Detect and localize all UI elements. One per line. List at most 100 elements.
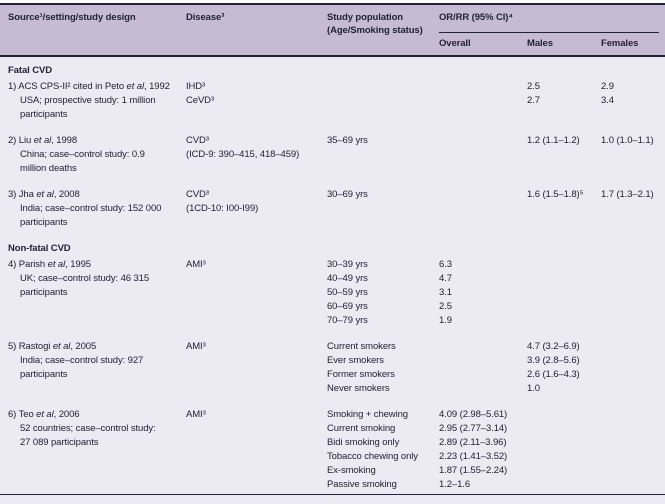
citation-pre: 4) Parish [8, 259, 48, 270]
cell-line: 30–39 yrs [327, 259, 368, 270]
table-body: Fatal CVD 1) ACS CPS-II² cited in Peto e… [0, 57, 665, 492]
cell-line: CVD³ [186, 135, 209, 146]
cell-line: 2.5 [439, 301, 452, 312]
males-cell: 4.7 (3.2–6.9) 3.9 (2.8–5.6) 2.6 (1.6–4.3) 1… [527, 340, 601, 396]
males-cell: 1.6 (1.5–1.8)⁵ [527, 188, 601, 230]
cell-line: Tobacco chewing only [327, 451, 418, 462]
top-margin [0, 0, 665, 3]
citation-et-al: et al [52, 341, 71, 352]
header-overall-column: Overall [439, 38, 471, 49]
cell-line: 2.6 (1.6–4.3) [527, 369, 580, 380]
females-cell [601, 408, 665, 492]
males-cell: 1.2 (1.1–1.2) [527, 134, 601, 176]
citation-post: , 2008 [53, 189, 80, 200]
cell-line: CeVD³ [186, 95, 215, 106]
source-cell: 5) Rastogi et al, 2005 India; case–contr… [8, 340, 186, 396]
cell-line: participants [20, 369, 68, 380]
study-row-3: 3) Jha et al, 2008 India; case–control s… [0, 188, 665, 230]
cell-line: India; case–control study: 927 [20, 355, 144, 366]
cell-line: 1.0 (1.0–1.1) [601, 135, 654, 146]
header-population-column: Study population (Age/Smoking status) [327, 12, 423, 36]
cell-line: (ICD-9: 390–415, 418–459) [186, 149, 300, 160]
source-cell: 4) Parish et al, 1995 UK; case–control s… [8, 258, 186, 328]
population-cell: 30–69 yrs [327, 188, 439, 230]
cell-line: 50–59 yrs [327, 287, 368, 298]
cell-line: AMI³ [186, 409, 206, 420]
source-detail-lines: USA; prospective study: 1 million partici… [8, 94, 186, 122]
study-row-4: 4) Parish et al, 1995 UK; case–control s… [0, 258, 665, 328]
source-detail-lines: China; case–control study: 0.9 million de… [8, 148, 186, 176]
disease-cell: AMI³ [186, 408, 327, 492]
cell-line: 3.4 [601, 95, 614, 106]
citation-et-al: et al [47, 259, 66, 270]
cell-line: 2.23 (1.41–3.52) [439, 451, 508, 462]
cell-line: 52 countries; case–control study: [20, 423, 156, 434]
cell-line: 35–69 yrs [327, 135, 368, 146]
header-disease-column: Disease³ [186, 12, 225, 23]
citation-post: , 2006 [53, 409, 80, 420]
citation-pre: 1) ACS CPS-II² cited in Peto [8, 81, 127, 92]
overall-cell [439, 340, 527, 396]
header-bottom-rule [0, 55, 665, 57]
citation-pre: 2) Liu [8, 135, 34, 146]
cell-line: IHD³ [186, 81, 206, 92]
cell-line: 70–79 yrs [327, 315, 368, 326]
citation-et-al: et al [33, 135, 52, 146]
cell-line: 27 089 participants [20, 437, 99, 448]
disease-cell: AMI³ [186, 340, 327, 396]
source-cell: 6) Teo et al, 2006 52 countries; case–co… [8, 408, 186, 492]
overall-cell: 4.09 (2.98–5.61) 2.95 (2.77–3.14) 2.89 (2.… [439, 408, 527, 492]
disease-cell: AMI³ [186, 258, 327, 328]
source-citation: 2) Liu et al, 1998 [8, 134, 186, 148]
cell-line: Ever smokers [327, 355, 384, 366]
males-cell [527, 408, 601, 492]
section-label-fatal-cvd: Fatal CVD [8, 65, 52, 76]
cell-line: AMI³ [186, 341, 206, 352]
study-row-2: 2) Liu et al, 1998 China; case–control s… [0, 134, 665, 176]
source-detail-lines: India; case–control study: 927 participan… [8, 354, 186, 382]
cell-line: Former smokers [327, 369, 395, 380]
disease-cell: CVD³ (ICD-9: 390–415, 418–459) [186, 134, 327, 176]
cell-line: China; case–control study: 0.9 [20, 149, 145, 160]
cell-line: 4.7 (3.2–6.9) [527, 341, 580, 352]
cell-line: 1.2–1.6 [439, 479, 470, 490]
cell-line: 60–69 yrs [327, 301, 368, 312]
section-label-non-fatal-cvd: Non-fatal CVD [8, 243, 71, 254]
cell-line: Current smoking [327, 423, 396, 434]
overall-cell [439, 188, 527, 230]
header-or-rr-group: OR/RR (95% CI)⁴ [439, 11, 659, 33]
cell-line: 2.7 [527, 95, 540, 106]
cell-line: 40–49 yrs [327, 273, 368, 284]
citation-post: , 2005 [70, 341, 97, 352]
cell-line: 30–69 yrs [327, 189, 368, 200]
cell-line: 4.09 (2.98–5.61) [439, 409, 508, 420]
cell-line: Never smokers [327, 383, 390, 394]
cell-line: Ex-smoking [327, 465, 376, 476]
cell-line: USA; prospective study: 1 million [20, 95, 156, 106]
cell-line: AMI³ [186, 259, 206, 270]
cell-line: participants [20, 109, 68, 120]
source-detail-lines: 52 countries; case–control study: 27 089 … [8, 422, 186, 450]
citation-post: , 1995 [65, 259, 91, 270]
cell-line: 1.2 (1.1–1.2) [527, 135, 580, 146]
cell-line: Current smokers [327, 341, 396, 352]
citation-pre: 5) Rastogi [8, 341, 53, 352]
cell-line: 3.1 [439, 287, 452, 298]
citation-post: , 1998 [51, 135, 78, 146]
cell-line: Smoking + chewing [327, 409, 408, 420]
cell-line: 1.87 (1.55–2.24) [439, 465, 508, 476]
cell-line: 2.9 [601, 81, 614, 92]
study-row-5: 5) Rastogi et al, 2005 India; case–contr… [0, 340, 665, 396]
source-citation: 6) Teo et al, 2006 [8, 408, 186, 422]
source-citation: 4) Parish et al, 1995 [8, 258, 186, 272]
cell-line: 1.0 [527, 383, 540, 394]
cell-line: 3.9 (2.8–5.6) [527, 355, 580, 366]
header-source-column: Source¹/setting/study design [8, 12, 136, 23]
cell-line: 2.5 [527, 81, 540, 92]
cell-line: million deaths [20, 163, 77, 174]
source-cell: 1) ACS CPS-II² cited in Peto et al, 1992… [8, 80, 186, 122]
cell-line: 1.7 (1.3–2.1) [601, 189, 654, 200]
females-cell [601, 258, 665, 328]
cell-line: 2.95 (2.77–3.14) [439, 423, 508, 434]
table-top-rule [0, 3, 665, 5]
